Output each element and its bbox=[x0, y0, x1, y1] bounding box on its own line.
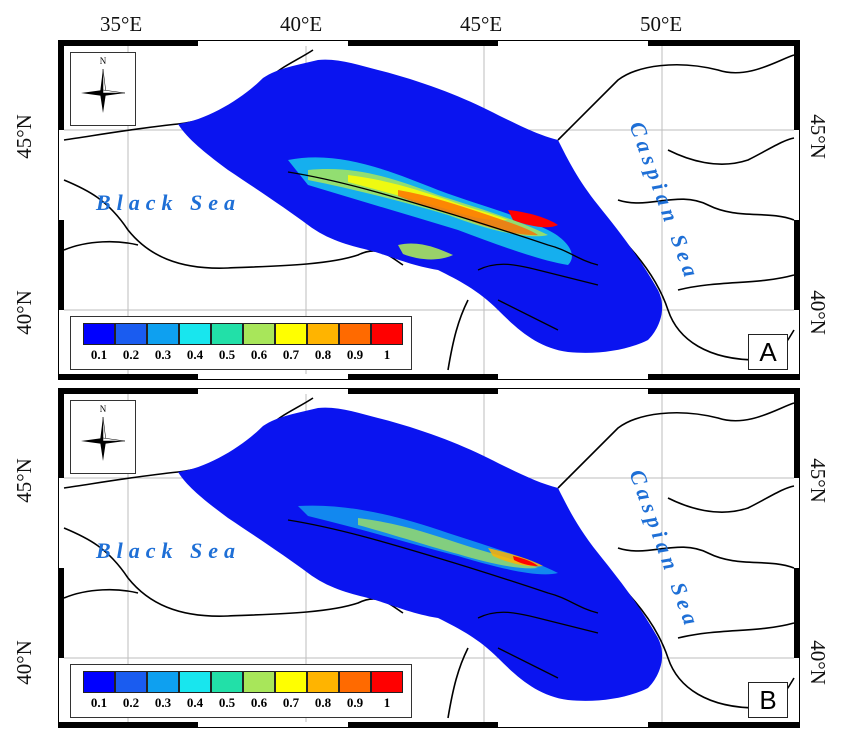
legend-swatch bbox=[371, 323, 403, 345]
lat-label-45-right-a: 45°N bbox=[805, 114, 830, 159]
lon-label-50: 50°E bbox=[640, 12, 683, 36]
legend-tick: 0.8 bbox=[314, 347, 332, 362]
legend-colorbar-a bbox=[83, 323, 403, 345]
legend-tick: 0.2 bbox=[122, 695, 140, 710]
legend-tick: 0.6 bbox=[250, 695, 268, 710]
legend-swatch bbox=[275, 671, 307, 693]
legend-swatch bbox=[371, 671, 403, 693]
lat-label-40-right-a: 40°N bbox=[805, 290, 830, 335]
compass-rose-icon bbox=[81, 68, 126, 113]
lat-label-40-left-b: 40°N bbox=[11, 640, 36, 685]
lon-label-40: 40°E bbox=[280, 12, 323, 36]
north-arrow-a: N bbox=[70, 52, 136, 126]
lat-label-40-left-a: 40°N bbox=[11, 290, 36, 335]
legend-tick: 0.9 bbox=[346, 695, 364, 710]
map-panel-b: N Black Sea Caspian Sea 0.1 0.2 0.3 0.4 bbox=[58, 388, 800, 728]
legend-tick: 0.1 bbox=[90, 347, 108, 362]
legend-tick: 0.7 bbox=[282, 347, 300, 362]
lat-label-45-left-a: 45°N bbox=[11, 114, 36, 159]
legend-tick: 0.6 bbox=[250, 347, 268, 362]
legend-a: 0.1 0.2 0.3 0.4 0.5 0.6 0.7 0.8 0.9 1 bbox=[70, 316, 412, 370]
legend-swatch bbox=[115, 671, 147, 693]
black-sea-label-b: Black Sea bbox=[96, 538, 242, 563]
legend-swatch bbox=[115, 323, 147, 345]
legend-tick: 0.4 bbox=[186, 695, 204, 710]
legend-swatch bbox=[275, 323, 307, 345]
frame-ticks-a bbox=[58, 40, 800, 380]
legend-swatch bbox=[147, 323, 179, 345]
study-region-b bbox=[178, 407, 663, 701]
legend-tick: 0.1 bbox=[90, 695, 108, 710]
legend-swatch bbox=[83, 323, 115, 345]
legend-tick: 0.2 bbox=[122, 347, 140, 362]
legend-swatch bbox=[339, 671, 371, 693]
legend-ticks-b: 0.1 0.2 0.3 0.4 0.5 0.6 0.7 0.8 0.9 1 bbox=[83, 695, 403, 711]
legend-colorbar-b bbox=[83, 671, 403, 693]
legend-tick: 0.8 bbox=[314, 695, 332, 710]
legend-tick: 0.4 bbox=[186, 347, 204, 362]
legend-swatch bbox=[307, 671, 339, 693]
legend-tick: 0.7 bbox=[282, 695, 300, 710]
lat-label-40-right-b: 40°N bbox=[805, 640, 830, 685]
legend-tick: 1 bbox=[383, 695, 391, 710]
legend-swatch bbox=[243, 671, 275, 693]
legend-swatch bbox=[211, 671, 243, 693]
suitability-hotspots-b bbox=[298, 505, 558, 575]
legend-swatch bbox=[211, 323, 243, 345]
legend-swatch bbox=[147, 671, 179, 693]
lat-label-45-right-b: 45°N bbox=[805, 458, 830, 503]
black-sea-label-a: Black Sea bbox=[96, 190, 242, 215]
legend-tick: 0.5 bbox=[218, 347, 236, 362]
legend-tick: 1 bbox=[383, 347, 391, 362]
legend-swatch bbox=[243, 323, 275, 345]
legend-ticks-a: 0.1 0.2 0.3 0.4 0.5 0.6 0.7 0.8 0.9 1 bbox=[83, 347, 403, 363]
lat-label-45-left-b: 45°N bbox=[11, 458, 36, 503]
legend-tick: 0.5 bbox=[218, 695, 236, 710]
north-arrow-b: N bbox=[70, 400, 136, 474]
panel-letter-a: A bbox=[748, 334, 788, 370]
north-label-a: N bbox=[99, 56, 107, 66]
legend-swatch bbox=[83, 671, 115, 693]
legend-tick: 0.3 bbox=[154, 347, 172, 362]
frame-ticks-b bbox=[58, 388, 800, 728]
lon-label-45: 45°E bbox=[460, 12, 503, 36]
compass-rose-icon bbox=[81, 416, 126, 461]
lon-label-35: 35°E bbox=[100, 12, 143, 36]
borders-b bbox=[287, 519, 599, 679]
map-panel-a: N Black Sea Caspian Sea 0.1 0.2 0.3 0.4 bbox=[58, 40, 800, 380]
legend-swatch bbox=[179, 323, 211, 345]
legend-swatch bbox=[339, 323, 371, 345]
panel-letter-b: B bbox=[748, 682, 788, 718]
suitability-hotspots-a bbox=[288, 157, 572, 265]
north-label-b: N bbox=[99, 404, 107, 414]
legend-b: 0.1 0.2 0.3 0.4 0.5 0.6 0.7 0.8 0.9 1 bbox=[70, 664, 412, 718]
legend-swatch bbox=[179, 671, 211, 693]
legend-tick: 0.3 bbox=[154, 695, 172, 710]
map-canvas-b bbox=[58, 388, 800, 728]
legend-swatch bbox=[307, 323, 339, 345]
borders-a bbox=[287, 171, 599, 331]
legend-tick: 0.9 bbox=[346, 347, 364, 362]
